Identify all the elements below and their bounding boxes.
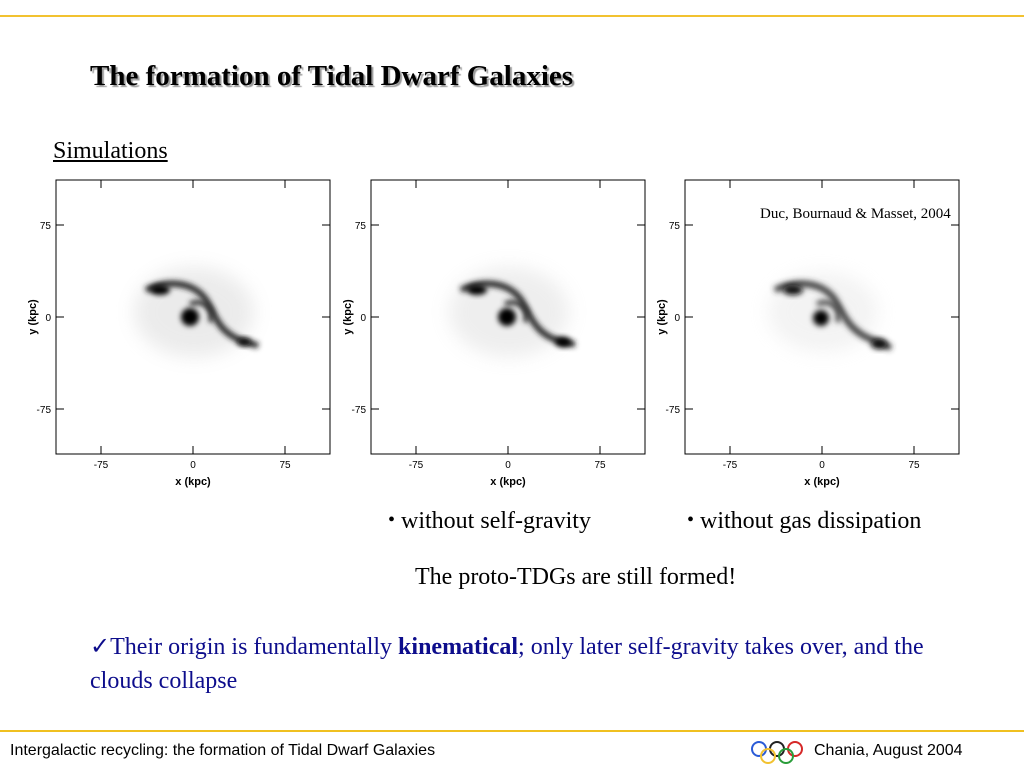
slide-title: The formation of Tidal Dwarf Galaxies [90,60,574,92]
conclusion-before: Their origin is fundamentally [110,634,399,660]
simulation-plot-2: 75 0 -75 -75 0 75 x (kpc) y (kpc) [342,179,646,488]
y-tick-label: -75 [37,405,52,416]
tick-marks [56,180,330,454]
y-tick-label: 0 [45,313,51,324]
y-axis-label: y (kpc) [27,299,39,335]
y-tick-label: 75 [355,221,367,232]
galaxy-image [768,272,893,352]
x-tick-label: 0 [505,460,511,471]
bullet-item: • without gas dissipation [687,508,921,535]
section-subtitle: Simulations [53,138,168,164]
y-axis-label: y (kpc) [656,299,668,335]
footer-title: Intergalactic recycling: the formation o… [10,742,436,759]
result-note: The proto-TDGs are still formed! [415,564,737,590]
x-tick-label: 0 [190,460,196,471]
olympic-rings-icon [751,741,803,764]
bullet-text: without self-gravity [401,508,591,534]
conclusion-emphasis: kinematical [398,634,519,660]
footer-event: Chania, August 2004 [814,742,963,759]
x-axis-label: x (kpc) [175,476,211,488]
x-tick-label: 0 [819,460,825,471]
galaxy-image [449,267,576,357]
top-rule [0,15,1024,17]
bullet-symbol: • [388,509,396,531]
bullet-text: without gas dissipation [700,508,922,534]
x-axis-label: x (kpc) [490,476,526,488]
y-tick-label: 0 [360,313,366,324]
simulation-panel-3: 75 0 -75 -75 0 75 x (kpc) y (kpc) [649,172,961,492]
bullet-symbol: • [687,509,695,531]
y-tick-label: 75 [40,221,52,232]
x-tick-label: 75 [594,460,606,471]
x-axis-label: x (kpc) [804,476,840,488]
y-axis-label: y (kpc) [342,299,354,335]
bullet-item: • without self-gravity [388,508,591,535]
tick-marks [685,180,959,454]
tick-marks [371,180,645,454]
bottom-rule [0,730,1024,732]
y-tick-label: 0 [674,313,680,324]
simulation-panel-2: 75 0 -75 -75 0 75 x (kpc) y (kpc) [335,172,647,492]
conclusion-after: ; only later self-gravity takes over, an… [90,634,924,694]
x-tick-label: 75 [279,460,291,471]
x-tick-label: 75 [908,460,920,471]
x-tick-label: -75 [723,460,738,471]
simulation-plot-3: 75 0 -75 -75 0 75 x (kpc) y (kpc) [656,179,960,488]
y-tick-label: 75 [669,221,681,232]
y-tick-label: -75 [352,405,367,416]
check-icon: ✓ [90,634,111,660]
citation-credit: Duc, Bournaud & Masset, 2004 [760,206,951,222]
conclusion-text: ✓Their origin is fundamentally kinematic… [90,630,950,698]
x-tick-label: -75 [94,460,109,471]
galaxy-image [134,267,260,357]
simulation-plot-1: 75 0 -75 -75 0 75 x (kpc) y (kpc) [27,179,331,488]
x-tick-label: -75 [409,460,424,471]
y-tick-label: -75 [666,405,681,416]
simulation-panel-1: 75 0 -75 -75 0 75 x (kpc) y (kpc) [20,172,332,492]
